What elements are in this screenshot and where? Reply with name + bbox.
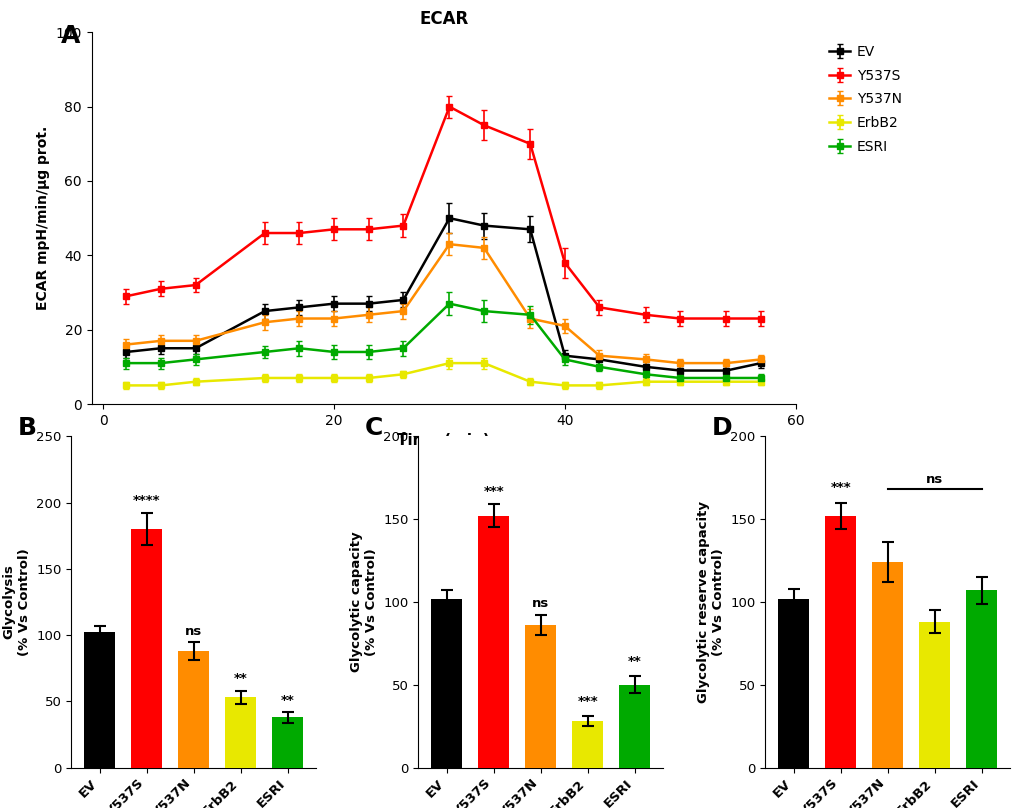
Bar [272,718,303,768]
Bar [525,625,555,768]
Text: **: ** [233,672,248,685]
Text: ****: **** [132,494,160,507]
Bar [131,529,162,768]
Bar [824,516,855,768]
Text: ns: ns [532,597,548,610]
Text: D: D [711,416,732,440]
Y-axis label: Glycolysis
(% Vs Control): Glycolysis (% Vs Control) [3,548,31,656]
Bar [965,591,996,768]
Bar [431,599,462,768]
Bar [178,651,209,768]
Text: **: ** [280,693,294,707]
Legend: EV, Y537S, Y537N, ErbB2, ESRI: EV, Y537S, Y537N, ErbB2, ESRI [823,40,907,159]
Text: B: B [17,416,37,440]
Text: ***: *** [483,485,503,498]
Text: ***: *** [829,482,850,494]
Bar [619,685,649,768]
Text: ***: *** [577,695,597,708]
Bar [871,562,902,768]
Text: C: C [365,416,383,440]
Text: ns: ns [925,473,943,486]
Y-axis label: ECAR mpH/min/µg prot.: ECAR mpH/min/µg prot. [36,126,50,310]
Text: A: A [61,24,81,48]
Bar [478,516,508,768]
Title: ECAR: ECAR [419,10,468,28]
X-axis label: Time (min): Time (min) [397,433,489,448]
Bar [777,599,808,768]
Text: **: ** [627,655,641,668]
Bar [85,633,115,768]
Text: ns: ns [184,625,202,638]
Y-axis label: Glycolytic capacity
(% Vs Control): Glycolytic capacity (% Vs Control) [350,532,377,672]
Y-axis label: Glycolytic reserve capacity
(% Vs Control): Glycolytic reserve capacity (% Vs Contro… [696,501,725,703]
Bar [572,722,602,768]
Bar [918,622,949,768]
Bar [225,697,256,768]
